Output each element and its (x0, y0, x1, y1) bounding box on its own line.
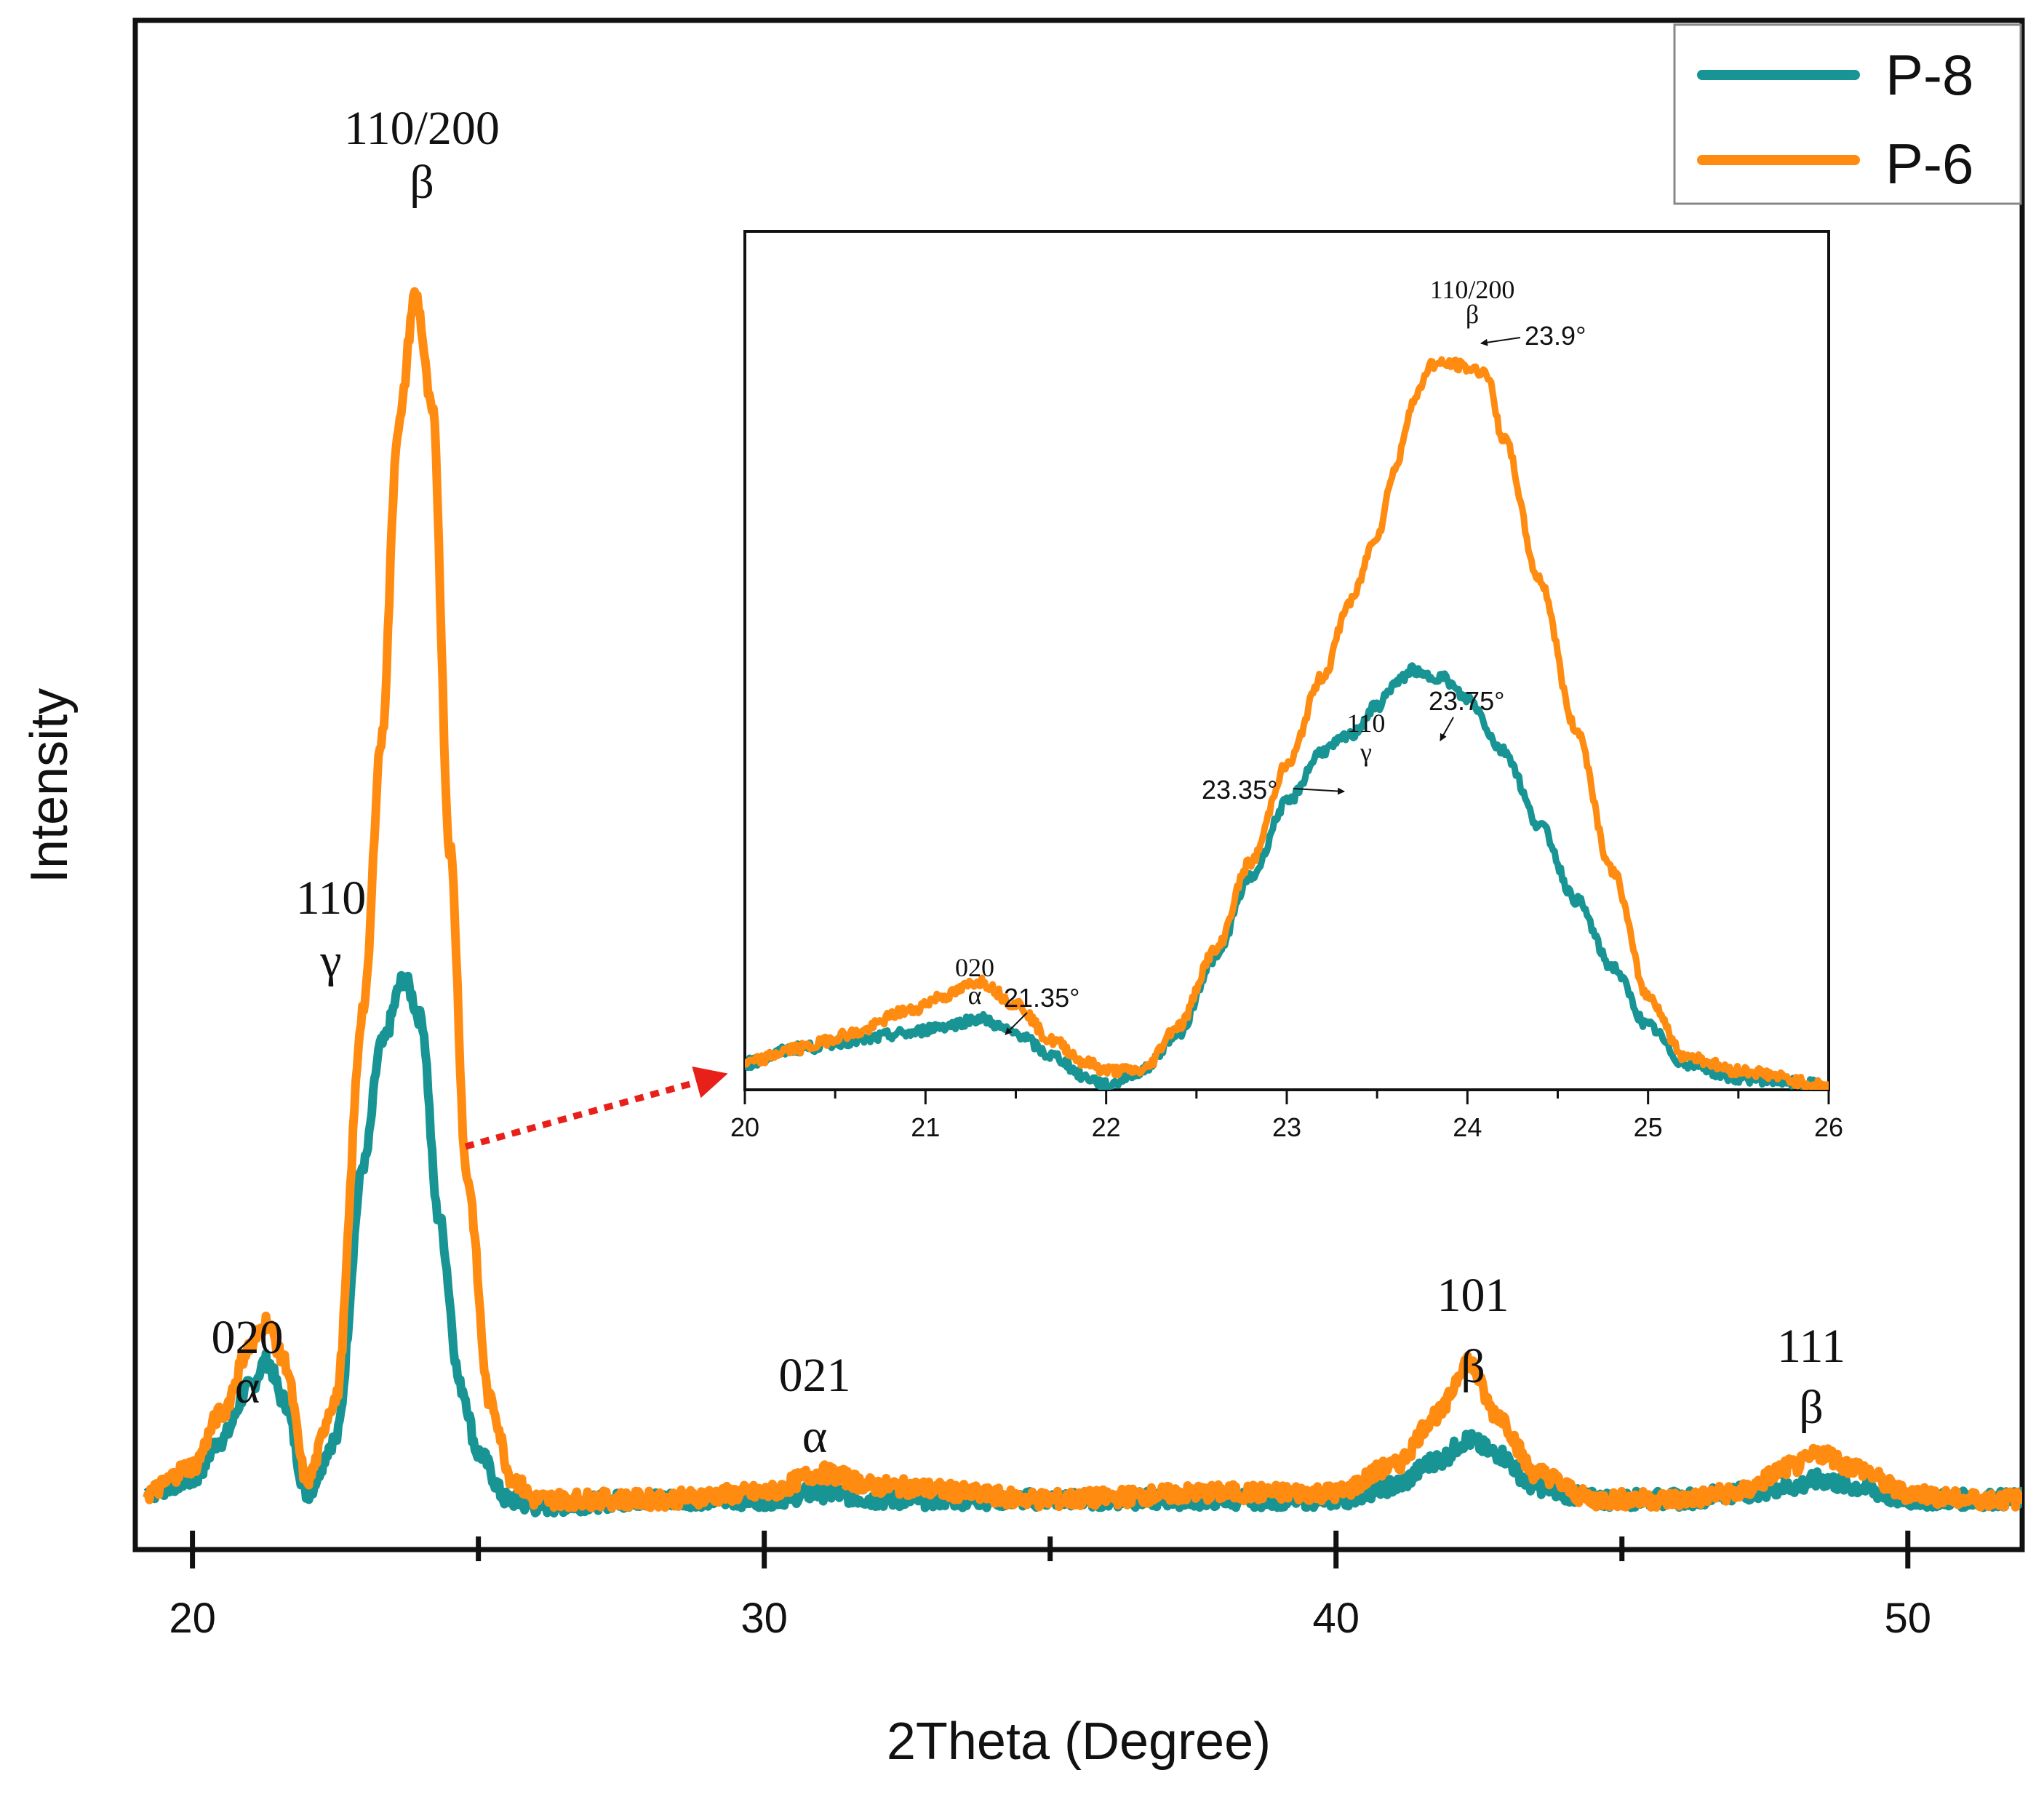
inset-peak-hkl-label: 110 (1347, 709, 1386, 738)
inset-x-axis: 20 21 22 23 24 25 26 (730, 1090, 1843, 1142)
peak-phase-label: β (1461, 1340, 1485, 1393)
inset-peak-pointer (1005, 1012, 1028, 1035)
x-tick-label: 40 (1312, 1595, 1360, 1642)
x-tick-label: 50 (1885, 1595, 1932, 1642)
zoom-arrow (464, 1066, 728, 1150)
inset-x-tick-label: 25 (1634, 1112, 1663, 1142)
y-axis-title: Intensity (20, 688, 79, 883)
inset-peak-hkl-label: 020 (955, 953, 994, 982)
legend-label-p6: P-6 (1885, 132, 1973, 196)
peak-phase-label: β (1799, 1381, 1824, 1434)
peak-hkl-label: 110 (296, 872, 367, 925)
inset-x-tick-label: 21 (911, 1112, 940, 1142)
x-tick-label: 20 (169, 1595, 216, 1642)
inset-x-tick-label: 22 (1092, 1112, 1121, 1142)
main-x-axis: 20 30 40 50 (169, 1531, 1931, 1642)
legend: P-8 P-6 (1673, 23, 2022, 205)
peak-phase-label: β (410, 156, 434, 209)
inset-x-tick-label: 23 (1272, 1112, 1301, 1142)
inset-peak-position-label: 21.35° (1004, 983, 1079, 1013)
inset-peak-position-label: 23.75° (1429, 686, 1504, 716)
inset-peak-phase-label: γ (1360, 738, 1372, 767)
inset-peak-phase-label: β (1466, 300, 1479, 329)
inset-peak-pointer (1440, 717, 1454, 741)
peak-hkl-label: 020 (212, 1311, 284, 1364)
legend-box (1673, 23, 2022, 205)
inset-series-line-p-6 (745, 356, 1829, 1090)
x-tick-label: 30 (740, 1595, 788, 1642)
inset-peak-pointer (1293, 787, 1345, 795)
inset-x-tick-label: 24 (1453, 1112, 1482, 1142)
inset-plot-frame (743, 230, 1830, 1091)
peak-phase-label: α (802, 1410, 828, 1463)
peak-phase-label: α (235, 1360, 260, 1414)
peak-hkl-label: 110/200 (344, 102, 500, 155)
inset-x-tick-label: 20 (730, 1112, 759, 1142)
inset-series-lines (745, 356, 1829, 1090)
x-axis-title: 2Theta (Degree) (887, 1713, 1271, 1771)
series-line-p-6 (143, 287, 2022, 1512)
main-series-lines (143, 287, 2022, 1518)
peak-phase-label: γ (319, 934, 341, 987)
inset-peak-hkl-label: 110/200 (1430, 275, 1515, 304)
peak-hkl-label: 021 (779, 1349, 851, 1402)
peak-hkl-label: 101 (1437, 1269, 1509, 1322)
inset-peak-pointer (1480, 337, 1521, 346)
main-plot-frame (132, 17, 2025, 1552)
inset-series-line-p-8 (745, 662, 1829, 1090)
inset-peak-phase-label: α (968, 981, 982, 1010)
legend-label-p8: P-8 (1885, 43, 1973, 107)
inset-x-tick-label: 26 (1814, 1112, 1843, 1142)
inset-peak-position-label: 23.35° (1202, 775, 1277, 805)
inset-peak-position-label: 23.9° (1525, 321, 1586, 351)
peak-hkl-label: 111 (1777, 1320, 1845, 1373)
